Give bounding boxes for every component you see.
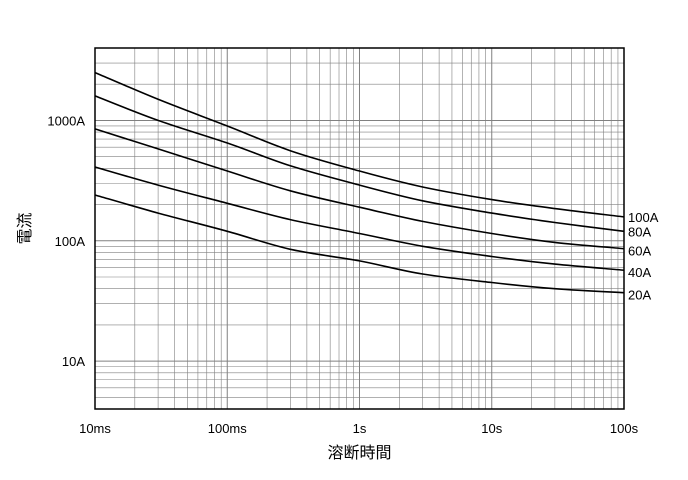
x-tick-labels: 10ms 100ms 1s 10s 100s: [79, 421, 638, 436]
y-tick-label: 100A: [55, 234, 86, 249]
y-tick-label: 1000A: [47, 113, 85, 128]
series-line-60A: [94, 128, 625, 250]
grid: [94, 47, 624, 410]
x-tick-label: 10ms: [79, 421, 111, 436]
series-line-20A: [94, 194, 625, 294]
y-axis-title: 電流: [15, 212, 34, 244]
x-axis-title: 溶断時間: [327, 443, 391, 462]
x-tick-label: 100ms: [208, 421, 248, 436]
x-tick-label: 1s: [353, 421, 367, 436]
series-lines: [94, 71, 625, 294]
y-tick-labels: 10A 100A 1000A: [47, 113, 85, 369]
x-tick-label: 10s: [481, 421, 502, 436]
series-label-60A: 60A: [628, 244, 651, 259]
series-label-100A: 100A: [628, 210, 659, 225]
series-label-20A: 20A: [628, 288, 651, 303]
plot-frame: [94, 47, 625, 410]
series-label-80A: 80A: [628, 224, 651, 239]
series-line-80A: [94, 95, 625, 233]
series-line-40A: [94, 166, 625, 271]
y-tick-label: 10A: [62, 354, 85, 369]
series-line-100A: [94, 71, 625, 218]
series-label-40A: 40A: [628, 265, 651, 280]
x-tick-label: 100s: [610, 421, 639, 436]
